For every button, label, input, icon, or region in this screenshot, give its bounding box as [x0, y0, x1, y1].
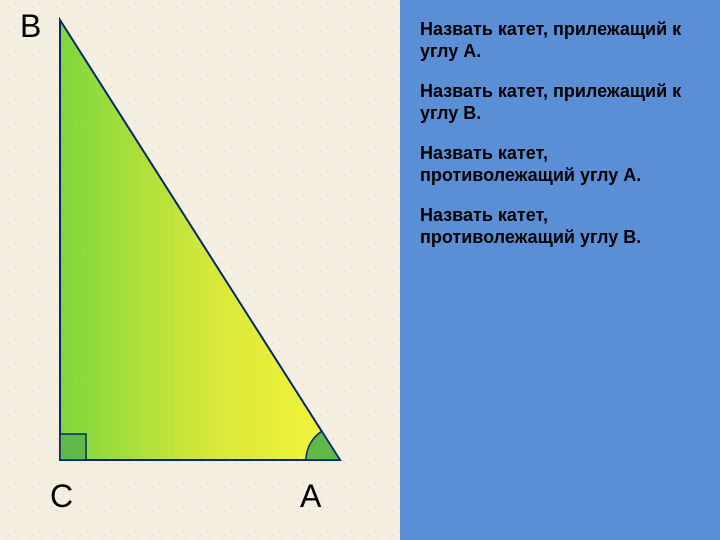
questions-panel: Назвать катет, прилежащий куглу А.Назват…	[400, 0, 720, 540]
vertex-label-c: С	[50, 478, 73, 515]
question-line: Назвать катет, прилежащий к	[420, 18, 720, 40]
triangle-svg	[0, 0, 400, 540]
question-item: Назвать катет, прилежащий куглу В.	[420, 80, 720, 124]
questions-list: Назвать катет, прилежащий куглу А.Назват…	[420, 18, 720, 248]
question-line: углу В.	[420, 102, 720, 124]
question-line: Назвать катет,	[420, 142, 720, 164]
right-angle-marker	[60, 434, 86, 460]
question-item: Назвать катет,противолежащий углу В.	[420, 204, 720, 248]
question-line: Назвать катет,	[420, 204, 720, 226]
question-item: Назвать катет,противолежащий углу А.	[420, 142, 720, 186]
question-line: углу А.	[420, 40, 720, 62]
question-line: Назвать катет, прилежащий к	[420, 80, 720, 102]
question-item: Назвать катет, прилежащий куглу А.	[420, 18, 720, 62]
question-line: противолежащий углу В.	[420, 226, 720, 248]
diagram-panel: В С А	[0, 0, 400, 540]
vertex-label-a: А	[300, 478, 321, 515]
question-line: противолежащий углу А.	[420, 164, 720, 186]
vertex-label-b: В	[20, 8, 41, 45]
